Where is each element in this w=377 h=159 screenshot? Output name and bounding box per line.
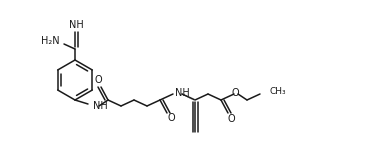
Text: NH: NH (69, 20, 83, 30)
Text: O: O (94, 75, 102, 85)
Text: H₂N: H₂N (41, 36, 60, 46)
Text: O: O (167, 113, 175, 123)
Text: NH: NH (93, 101, 108, 111)
Text: CH₃: CH₃ (270, 87, 287, 97)
Text: NH: NH (175, 88, 190, 98)
Text: O: O (231, 88, 239, 98)
Text: O: O (227, 114, 235, 124)
